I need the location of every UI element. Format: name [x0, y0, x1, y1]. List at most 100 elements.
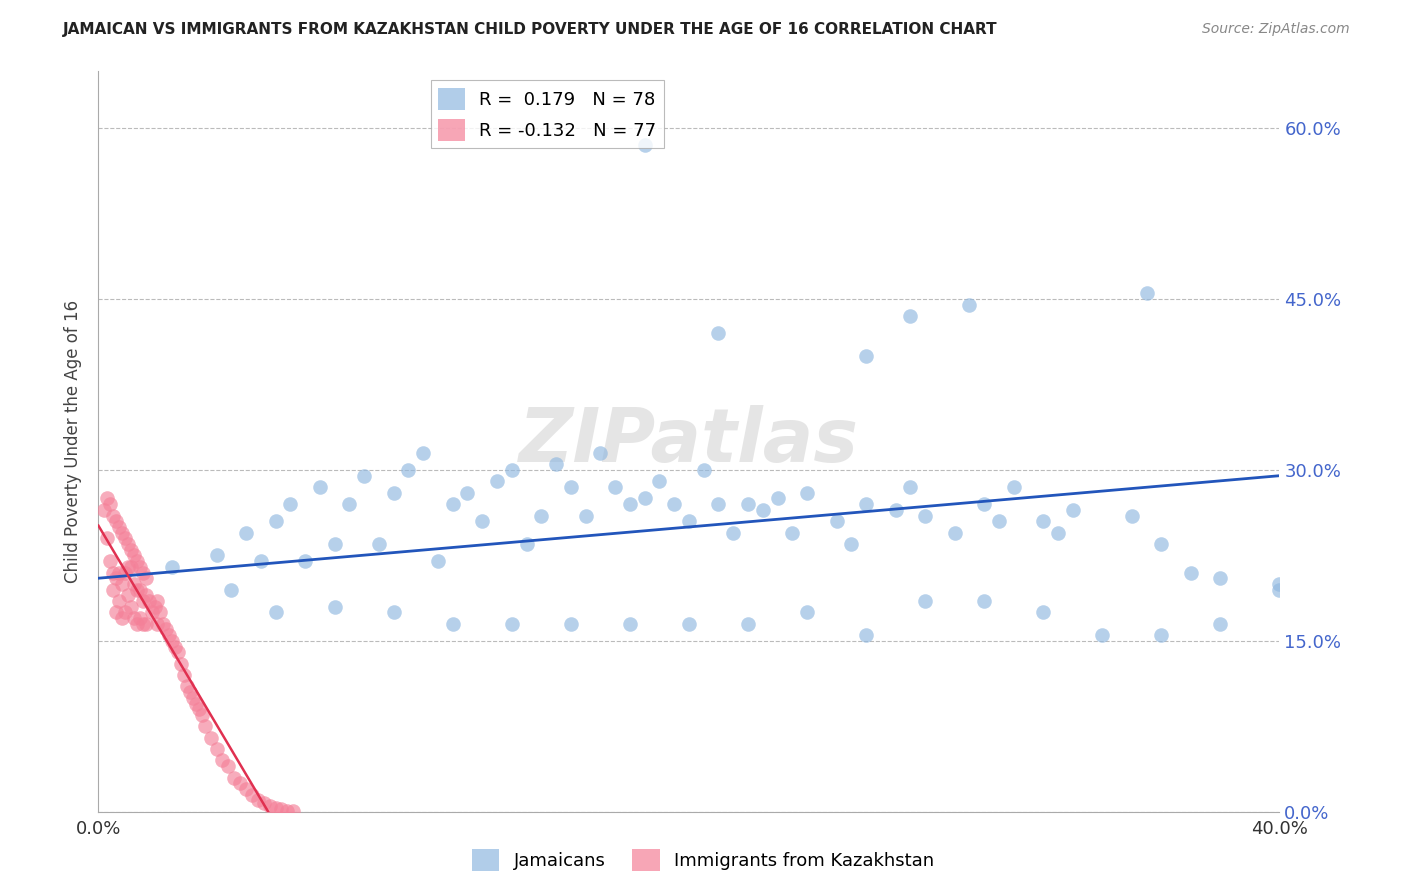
Point	[398, 463, 420, 477]
Point	[988, 514, 1011, 528]
Point	[173, 668, 195, 682]
Point	[176, 680, 198, 694]
Point	[103, 582, 125, 597]
Point	[211, 754, 233, 768]
Point	[575, 508, 598, 523]
Point	[1002, 480, 1025, 494]
Point	[149, 606, 172, 620]
Point	[1150, 537, 1173, 551]
Point	[103, 566, 125, 580]
Point	[125, 616, 148, 631]
Point	[111, 577, 134, 591]
Point	[122, 611, 145, 625]
Point	[353, 468, 375, 483]
Point	[187, 702, 209, 716]
Point	[125, 554, 148, 568]
Point	[250, 554, 273, 568]
Point	[205, 549, 228, 563]
Point	[678, 616, 700, 631]
Point	[664, 497, 686, 511]
Point	[167, 645, 190, 659]
Point	[471, 514, 494, 528]
Point	[914, 594, 936, 608]
Point	[135, 616, 157, 631]
Point	[264, 606, 287, 620]
Point	[157, 628, 180, 642]
Point	[943, 525, 966, 540]
Point	[235, 525, 257, 540]
Point	[707, 326, 730, 341]
Point	[111, 611, 134, 625]
Point	[117, 588, 139, 602]
Point	[1136, 286, 1159, 301]
Point	[194, 719, 217, 733]
Point	[737, 497, 759, 511]
Point	[914, 508, 936, 523]
Point	[165, 640, 187, 654]
Text: JAMAICAN VS IMMIGRANTS FROM KAZAKHSTAN CHILD POVERTY UNDER THE AGE OF 16 CORRELA: JAMAICAN VS IMMIGRANTS FROM KAZAKHSTAN C…	[63, 22, 998, 37]
Point	[259, 799, 281, 814]
Point	[441, 616, 464, 631]
Point	[884, 503, 907, 517]
Point	[96, 491, 118, 506]
Point	[181, 690, 204, 705]
Point	[973, 594, 995, 608]
Point	[973, 497, 995, 511]
Point	[229, 776, 252, 790]
Point	[412, 446, 434, 460]
Point	[122, 549, 145, 563]
Point	[959, 298, 981, 312]
Point	[796, 485, 818, 500]
Point	[122, 577, 145, 591]
Point	[253, 796, 276, 810]
Point	[235, 781, 257, 796]
Point	[200, 731, 222, 745]
Point	[120, 599, 142, 614]
Point	[796, 606, 818, 620]
Point	[441, 497, 464, 511]
Point	[1268, 582, 1291, 597]
Point	[93, 503, 115, 517]
Point	[309, 480, 332, 494]
Point	[619, 616, 641, 631]
Point	[132, 616, 155, 631]
Point	[648, 475, 671, 489]
Point	[108, 520, 131, 534]
Text: Source: ZipAtlas.com: Source: ZipAtlas.com	[1202, 22, 1350, 37]
Point	[205, 742, 228, 756]
Point	[283, 804, 305, 818]
Point	[135, 571, 157, 585]
Point	[619, 497, 641, 511]
Point	[707, 497, 730, 511]
Point	[589, 446, 612, 460]
Point	[132, 594, 155, 608]
Point	[105, 606, 128, 620]
Point	[146, 616, 169, 631]
Point	[114, 566, 136, 580]
Point	[1268, 577, 1291, 591]
Point	[382, 606, 405, 620]
Point	[103, 508, 125, 523]
Point	[141, 606, 163, 620]
Point	[155, 623, 177, 637]
Point	[1209, 616, 1232, 631]
Point	[170, 657, 193, 671]
Point	[270, 802, 292, 816]
Point	[678, 514, 700, 528]
Point	[96, 532, 118, 546]
Legend: Jamaicans, Immigrants from Kazakhstan: Jamaicans, Immigrants from Kazakhstan	[465, 842, 941, 879]
Point	[276, 804, 298, 818]
Point	[841, 537, 863, 551]
Point	[605, 480, 627, 494]
Point	[560, 480, 582, 494]
Point	[138, 594, 160, 608]
Point	[280, 497, 302, 511]
Point	[108, 594, 131, 608]
Point	[98, 497, 121, 511]
Point	[427, 554, 450, 568]
Point	[117, 559, 139, 574]
Point	[900, 480, 922, 494]
Point	[114, 606, 136, 620]
Point	[294, 554, 316, 568]
Point	[1032, 606, 1054, 620]
